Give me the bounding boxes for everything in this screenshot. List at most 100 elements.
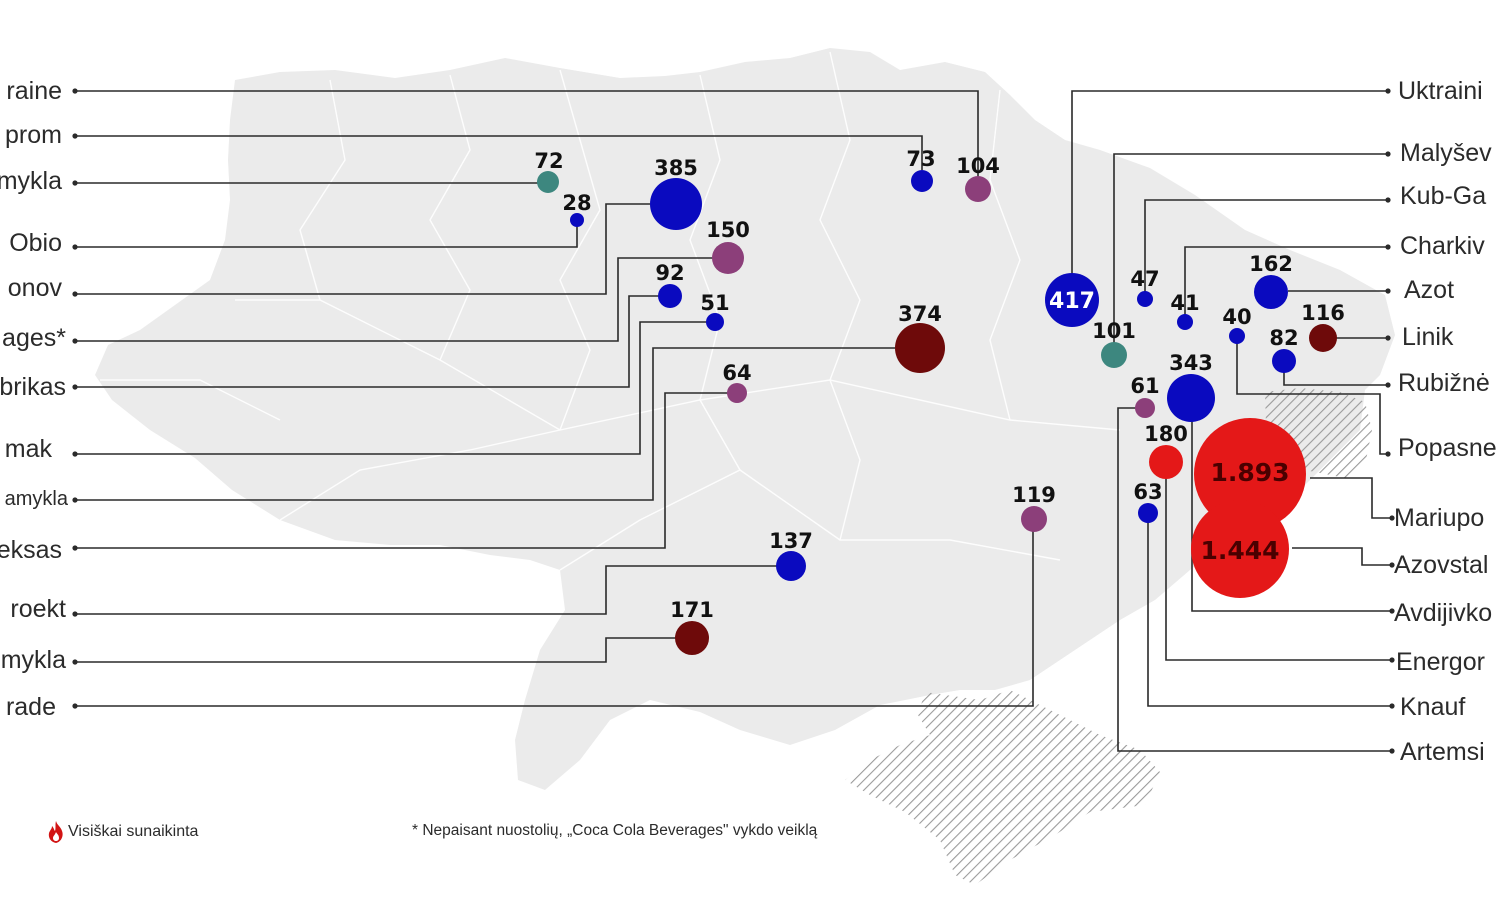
label-r4: Charkiv bbox=[1400, 232, 1485, 260]
leader-l4 bbox=[75, 221, 578, 248]
label-r1: Uktraini bbox=[1398, 77, 1483, 105]
label-r3: Kub-Ga bbox=[1400, 182, 1486, 210]
marker-150 bbox=[712, 242, 744, 274]
marker-417 bbox=[1045, 273, 1099, 327]
marker-73 bbox=[911, 170, 933, 192]
value-73: 73 bbox=[906, 147, 935, 171]
leader-r10 bbox=[1292, 547, 1392, 566]
value-51: 51 bbox=[700, 291, 729, 315]
value-137: 137 bbox=[769, 529, 813, 553]
label-l12: mykla bbox=[1, 646, 66, 674]
value-1893: 1.893 bbox=[1210, 458, 1289, 487]
value-1444: 1.444 bbox=[1200, 536, 1279, 565]
marker-63 bbox=[1138, 503, 1158, 523]
value-162: 162 bbox=[1249, 252, 1293, 276]
label-r2: Malyšev bbox=[1400, 139, 1492, 167]
leader-l7 bbox=[75, 295, 660, 388]
marker-171 bbox=[675, 621, 709, 655]
label-r14: Artemsi bbox=[1400, 738, 1485, 766]
leader-r2 bbox=[1113, 153, 1388, 345]
value-417: 417 bbox=[1049, 289, 1095, 314]
label-l13: rade bbox=[6, 693, 56, 721]
marker-101 bbox=[1101, 342, 1127, 368]
marker-385 bbox=[650, 178, 702, 230]
leader-r14 bbox=[1117, 407, 1392, 752]
marker-343 bbox=[1167, 374, 1215, 422]
value-119: 119 bbox=[1012, 483, 1056, 507]
marker-104 bbox=[965, 176, 991, 202]
value-92: 92 bbox=[655, 261, 684, 285]
country-shape bbox=[95, 48, 1395, 790]
leader-l5 bbox=[75, 203, 650, 295]
marker-28 bbox=[570, 213, 584, 227]
marker-61 bbox=[1135, 398, 1155, 418]
label-r7: Rubižnė bbox=[1398, 369, 1490, 397]
label-r9: Mariupo bbox=[1394, 504, 1484, 532]
value-180: 180 bbox=[1144, 422, 1188, 446]
label-l10: eksas bbox=[0, 536, 62, 564]
leader-endpoints bbox=[72, 88, 1395, 754]
label-r8: Popasne bbox=[1398, 434, 1497, 462]
left-labels: raine prom mykla Obio onov ages* brikas … bbox=[0, 77, 69, 721]
marker-116 bbox=[1309, 324, 1337, 352]
leader-r3 bbox=[1144, 199, 1388, 292]
marker-51 bbox=[706, 313, 724, 331]
flame-icon bbox=[48, 821, 63, 843]
leader-l11 bbox=[75, 565, 780, 615]
marker-72 bbox=[537, 171, 559, 193]
label-r12: Energor bbox=[1396, 648, 1485, 676]
value-labels: 72 28 385 150 92 51 374 64 73 104 119 13… bbox=[534, 147, 1345, 622]
leader-lines bbox=[72, 88, 1395, 754]
leader-l9 bbox=[75, 347, 895, 501]
label-l3: mykla bbox=[0, 167, 62, 195]
marker-82 bbox=[1272, 349, 1296, 373]
label-l4: Obio bbox=[9, 229, 62, 257]
marker-1893 bbox=[1194, 418, 1306, 530]
leader-r4 bbox=[1184, 246, 1388, 316]
leader-r13 bbox=[1147, 520, 1392, 707]
value-171: 171 bbox=[670, 598, 714, 622]
value-101: 101 bbox=[1092, 319, 1136, 343]
label-l2: prom bbox=[5, 121, 62, 149]
leader-l2 bbox=[75, 135, 923, 170]
leader-l1 bbox=[75, 90, 979, 180]
value-82: 82 bbox=[1269, 326, 1298, 350]
value-385: 385 bbox=[654, 156, 698, 180]
leader-r7 bbox=[1283, 368, 1388, 386]
leader-l12 bbox=[75, 637, 680, 663]
region-borders bbox=[100, 51, 1121, 571]
label-l6: ages* bbox=[2, 324, 66, 352]
label-r11: Avdijivko bbox=[1394, 599, 1492, 627]
marker-137 bbox=[776, 551, 806, 581]
value-61: 61 bbox=[1130, 374, 1159, 398]
value-28: 28 bbox=[562, 191, 591, 215]
value-64: 64 bbox=[722, 361, 751, 385]
marker-1444 bbox=[1191, 500, 1289, 598]
damage-markers bbox=[537, 170, 1337, 655]
value-343: 343 bbox=[1169, 351, 1213, 375]
leader-r1 bbox=[1071, 90, 1388, 278]
right-labels: Uktraini Malyšev Kub-Ga Charkiv Azot Lin… bbox=[1394, 77, 1497, 766]
leader-r9 bbox=[1310, 477, 1392, 519]
footnote: * Nepaisant nuostolių, „Coca Cola Bevera… bbox=[412, 822, 818, 839]
marker-162 bbox=[1254, 275, 1288, 309]
marker-41 bbox=[1177, 314, 1193, 330]
value-47: 47 bbox=[1130, 267, 1159, 291]
label-r10: Azovstal bbox=[1394, 551, 1488, 579]
label-l1: raine bbox=[6, 77, 62, 105]
marker-374 bbox=[895, 323, 945, 373]
leader-r12 bbox=[1165, 478, 1392, 661]
marker-47 bbox=[1137, 291, 1153, 307]
legend: Visiškai sunaikinta bbox=[46, 820, 198, 844]
value-40: 40 bbox=[1222, 305, 1251, 329]
leader-r11 bbox=[1191, 420, 1392, 612]
marker-119 bbox=[1021, 506, 1047, 532]
value-72: 72 bbox=[534, 149, 563, 173]
label-l5: onov bbox=[8, 274, 63, 302]
legend-text: Visiškai sunaikinta bbox=[68, 823, 199, 840]
marker-64 bbox=[727, 383, 747, 403]
marker-40 bbox=[1229, 328, 1245, 344]
label-l7: brikas bbox=[0, 373, 66, 401]
label-l9: amykla bbox=[5, 488, 69, 510]
